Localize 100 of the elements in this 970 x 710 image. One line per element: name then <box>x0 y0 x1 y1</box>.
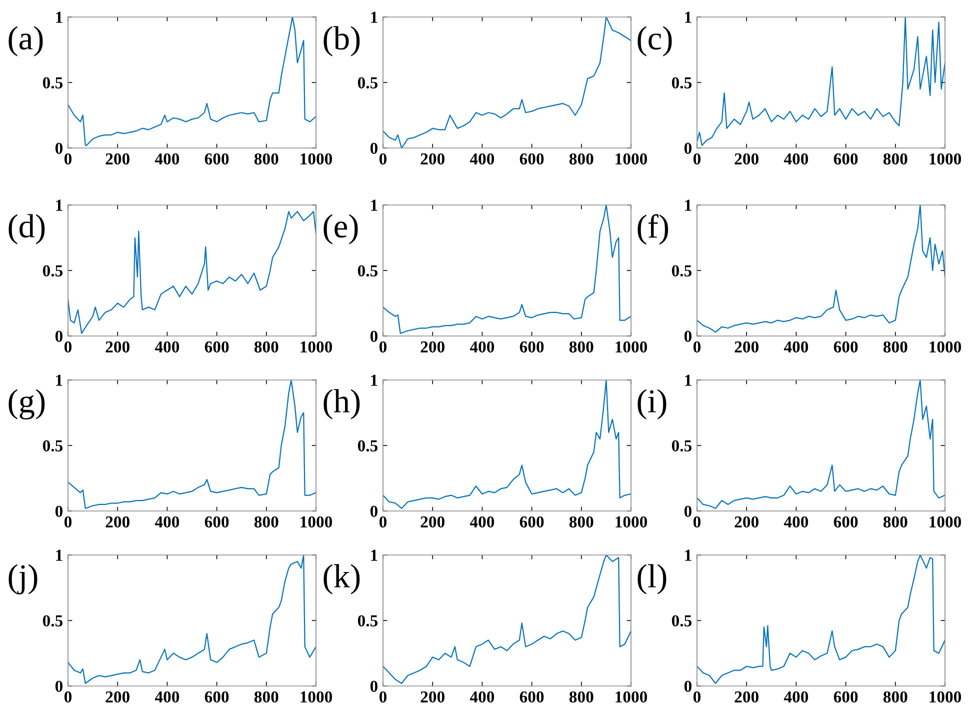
chart-title: (h) <box>324 389 360 420</box>
x-tick-label: 800 <box>569 153 594 165</box>
y-tick-label: 0 <box>55 680 63 692</box>
y-tick-label: 1 <box>685 12 692 23</box>
line-series <box>68 210 316 334</box>
line-series <box>68 17 316 146</box>
x-tick-label: 600 <box>834 516 858 528</box>
x-tick-label: 600 <box>520 153 544 165</box>
x-tick-label: 800 <box>569 691 594 703</box>
y-tick-label: 1 <box>685 550 692 561</box>
x-tick-label: 200 <box>420 153 444 165</box>
x-tick-label: 200 <box>106 516 130 528</box>
x-tick-label: 1000 <box>300 153 332 165</box>
x-tick-label: 400 <box>154 153 180 165</box>
line-series <box>697 17 945 146</box>
x-tick-label: 0 <box>693 341 701 353</box>
y-tick-label: 1 <box>371 200 378 211</box>
y-tick-label: 0 <box>370 142 378 154</box>
x-tick-label: 200 <box>106 691 130 703</box>
line-series <box>68 380 316 509</box>
y-tick-label: 0.5 <box>42 77 63 89</box>
x-tick-label: 800 <box>254 153 278 165</box>
x-tick-label: 1000 <box>616 341 648 353</box>
x-tick-label: 0 <box>693 691 701 703</box>
y-tick-label: 0.5 <box>672 615 692 627</box>
y-tick-label: 0.5 <box>358 77 378 89</box>
x-tick-label: 600 <box>204 153 229 165</box>
y-tick-label: 0.5 <box>672 265 692 277</box>
y-tick-label: 1 <box>56 200 62 211</box>
y-tick-label: 0 <box>370 680 378 692</box>
chart-title: (e) <box>324 214 358 244</box>
chart-title: (b) <box>324 26 360 56</box>
y-tick-label: 0 <box>684 330 692 342</box>
line-series <box>383 205 631 334</box>
chart-title: (f) <box>638 214 668 245</box>
y-tick-label: 0.5 <box>42 265 63 277</box>
x-tick-label: 1000 <box>616 153 648 165</box>
x-tick-label: 400 <box>470 341 494 353</box>
x-tick-label: 600 <box>204 516 229 528</box>
x-tick-label: 400 <box>470 691 494 703</box>
y-tick-label: 1 <box>371 374 378 386</box>
y-tick-label: 1 <box>56 550 62 561</box>
line-series <box>697 555 945 684</box>
chart-title: (a) <box>8 26 43 56</box>
chart-title: (k) <box>324 564 360 594</box>
chart-title: (c) <box>638 26 672 56</box>
x-tick-label: 800 <box>883 153 908 165</box>
y-tick-label: 1 <box>56 12 62 23</box>
y-tick-label: 0.5 <box>42 615 63 627</box>
x-tick-label: 200 <box>106 341 130 353</box>
line-series <box>697 380 945 509</box>
x-tick-label: 0 <box>379 691 387 703</box>
x-tick-label: 800 <box>254 691 278 703</box>
x-tick-label: 800 <box>254 341 278 353</box>
y-tick-label: 1 <box>56 374 62 386</box>
x-tick-label: 1000 <box>616 516 648 528</box>
chart-title: (d) <box>8 214 45 244</box>
x-tick-label: 400 <box>784 153 808 165</box>
x-tick-label: 400 <box>154 341 180 353</box>
x-tick-label: 200 <box>420 341 444 353</box>
y-tick-label: 0 <box>55 330 63 342</box>
x-tick-label: 0 <box>64 341 72 353</box>
x-tick-label: 0 <box>379 341 387 353</box>
line-series <box>383 555 631 684</box>
x-tick-label: 400 <box>784 341 808 353</box>
x-tick-label: 1000 <box>930 516 962 528</box>
x-tick-label: 400 <box>470 516 494 528</box>
x-tick-label: 0 <box>693 153 701 165</box>
x-tick-label: 0 <box>64 691 72 703</box>
x-tick-label: 800 <box>883 691 908 703</box>
y-tick-label: 1 <box>371 12 378 23</box>
x-tick-label: 1000 <box>930 153 962 165</box>
y-tick-label: 0 <box>684 506 692 517</box>
x-tick-label: 1000 <box>300 691 332 703</box>
y-tick-label: 1 <box>371 550 378 561</box>
x-tick-label: 800 <box>569 516 594 528</box>
y-tick-label: 0 <box>55 506 63 517</box>
y-tick-label: 0.5 <box>672 77 692 89</box>
y-tick-label: 1 <box>685 374 692 386</box>
y-tick-label: 0 <box>55 142 63 154</box>
x-tick-label: 200 <box>734 691 758 703</box>
y-tick-label: 0.5 <box>42 440 63 452</box>
x-tick-label: 200 <box>734 516 758 528</box>
x-tick-label: 200 <box>420 516 444 528</box>
x-tick-label: 1000 <box>300 516 332 528</box>
x-tick-label: 400 <box>784 516 808 528</box>
x-tick-label: 1000 <box>930 691 962 703</box>
x-tick-label: 800 <box>569 341 594 353</box>
y-tick-label: 0 <box>370 506 378 517</box>
x-tick-label: 1000 <box>930 341 962 353</box>
chart-title: (g) <box>8 389 45 420</box>
x-tick-label: 0 <box>64 516 72 528</box>
x-tick-label: 1000 <box>300 341 332 353</box>
line-series <box>697 205 945 333</box>
x-tick-label: 600 <box>834 341 858 353</box>
chart-title: (i) <box>638 389 666 420</box>
x-tick-label: 600 <box>204 341 229 353</box>
x-tick-label: 800 <box>254 516 278 528</box>
x-tick-label: 600 <box>520 516 544 528</box>
line-series <box>383 380 631 509</box>
